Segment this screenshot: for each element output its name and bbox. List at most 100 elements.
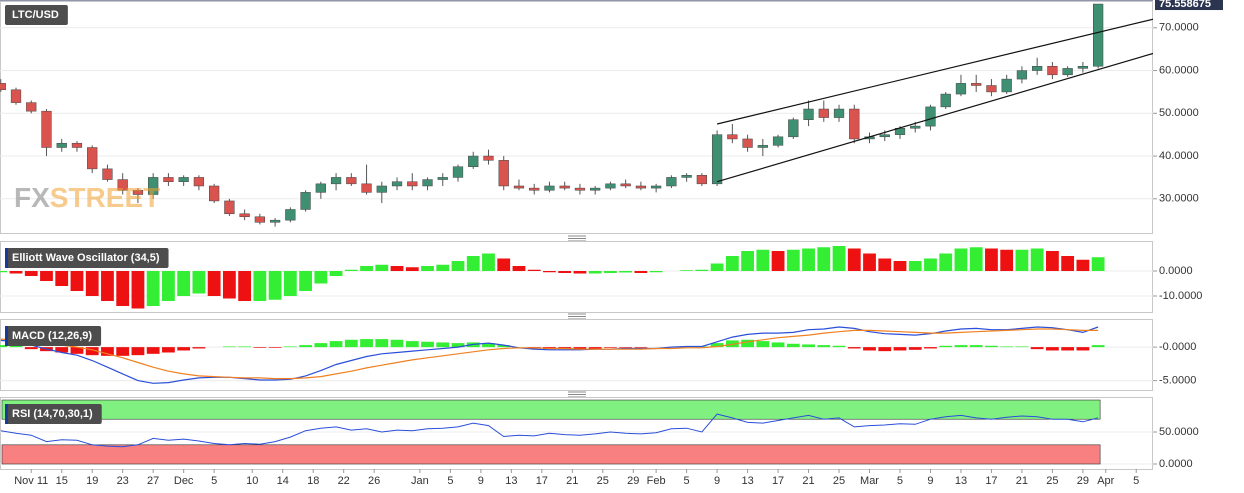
candle-body <box>148 177 159 195</box>
macd-histogram-bar <box>619 347 633 348</box>
x-tick-label: Jan <box>411 475 429 487</box>
oscillator-bar <box>893 261 907 271</box>
oscillator-bar <box>1000 249 1014 271</box>
oscillator-bar <box>817 247 831 271</box>
candle-body <box>1047 66 1058 76</box>
candle-body <box>376 185 387 193</box>
candle-body <box>56 142 67 148</box>
candle-body <box>452 166 464 178</box>
macd-histogram-bar <box>24 347 38 350</box>
candle-body <box>529 187 540 191</box>
candle-body <box>696 175 707 185</box>
x-tick-label: 9 <box>714 475 720 487</box>
macd-histogram-bar <box>0 345 8 348</box>
candle-body <box>711 134 723 185</box>
oscillator-bar <box>70 271 84 291</box>
oscillator-bar <box>558 271 572 273</box>
x-tick-label: 23 <box>117 475 129 487</box>
panel-plot <box>0 246 1153 309</box>
candle-body <box>163 177 174 182</box>
macd-histogram-bar <box>436 342 450 348</box>
oscillator-bar <box>482 253 495 271</box>
x-tick-label: 14 <box>277 475 289 487</box>
x-tick-label: 22 <box>338 475 350 487</box>
watermark-fx: FX <box>14 182 50 213</box>
oscillator-bar <box>329 271 343 276</box>
oscillator-bar <box>85 271 99 296</box>
y-tick-label: -5.0000 <box>1159 375 1196 387</box>
oscillator-bar <box>375 264 389 271</box>
candle-body <box>605 183 616 189</box>
x-tick-label: 25 <box>1046 475 1058 487</box>
oscillator-bar <box>649 271 663 273</box>
panel-title: LTC/USD <box>12 9 59 21</box>
macd-histogram-bar <box>9 345 23 348</box>
oscillator-bar <box>314 271 328 284</box>
oscillator-bar <box>344 269 358 271</box>
oscillator-bar <box>55 271 69 286</box>
macd-histogram-bar <box>863 347 876 351</box>
candle-body <box>666 177 677 187</box>
candle-body <box>635 185 647 189</box>
candle-body <box>1093 3 1104 67</box>
x-tick-label: 17 <box>772 475 784 487</box>
y-tick-label: 60.0000 <box>1159 64 1199 76</box>
candle-body <box>285 209 296 221</box>
candle-body <box>10 89 22 103</box>
candle-body <box>1016 70 1028 80</box>
macd-histogram-bar <box>1000 346 1014 348</box>
oscillator-bar <box>436 264 450 271</box>
y-tick-label: 0.0000 <box>1159 458 1193 470</box>
y-tick-label: 40.0000 <box>1159 150 1199 162</box>
candle-body <box>986 85 997 93</box>
candle-body <box>26 102 37 112</box>
panel-title-box <box>5 248 169 268</box>
rsi-band <box>1 444 1101 465</box>
macd-histogram-bar <box>604 347 617 348</box>
rsi-band <box>1 399 1101 420</box>
macd-histogram-bar <box>1046 347 1059 351</box>
oscillator-bar <box>985 248 998 271</box>
last-price-box <box>1155 0 1223 11</box>
candle-body <box>391 181 403 187</box>
panel-resize-handle[interactable] <box>568 391 586 398</box>
x-tick-label: Feb <box>647 475 666 487</box>
oscillator-bar <box>131 271 145 309</box>
candle-body <box>87 147 98 170</box>
y-tick-label: 50.0000 <box>1159 107 1199 119</box>
macd-histogram-bar <box>832 345 846 348</box>
candle-body <box>955 83 967 95</box>
candle-body <box>1001 78 1012 93</box>
rsi-line <box>0 413 1099 448</box>
macd-histogram-bar <box>482 343 495 348</box>
macd-histogram-bar <box>238 346 252 348</box>
candle-body <box>498 160 509 187</box>
x-tick-label: 9 <box>478 475 484 487</box>
oscillator-bar <box>116 271 130 306</box>
candle-body <box>71 142 83 148</box>
watermark-street: STREET <box>50 182 160 213</box>
macd-histogram-bar <box>497 345 511 348</box>
macd-line <box>0 328 1099 380</box>
oscillator-bar <box>192 271 206 294</box>
panel-resize-handle[interactable] <box>568 235 586 242</box>
macd-histogram-bar <box>786 343 800 348</box>
oscillator-bar <box>238 271 252 301</box>
x-tick-label: Mar <box>860 475 879 487</box>
oscillator-bar <box>680 270 694 271</box>
candle-body <box>437 177 448 180</box>
x-tick-label: 29 <box>1077 475 1089 487</box>
x-tick-label: 5 <box>211 475 217 487</box>
candle-body <box>1077 66 1089 69</box>
macd-histogram-bar <box>588 347 602 349</box>
oscillator-bar <box>1030 248 1044 271</box>
oscillator-bar <box>390 266 404 271</box>
candle-body <box>407 181 418 187</box>
y-tick-label: -0.0000 <box>1159 341 1196 353</box>
oscillator-bar <box>786 249 800 271</box>
panel-resize-handle[interactable] <box>568 313 586 320</box>
oscillator-bar <box>710 263 724 271</box>
macd-histogram-bar <box>893 347 907 351</box>
macd-histogram-bar <box>116 347 130 356</box>
